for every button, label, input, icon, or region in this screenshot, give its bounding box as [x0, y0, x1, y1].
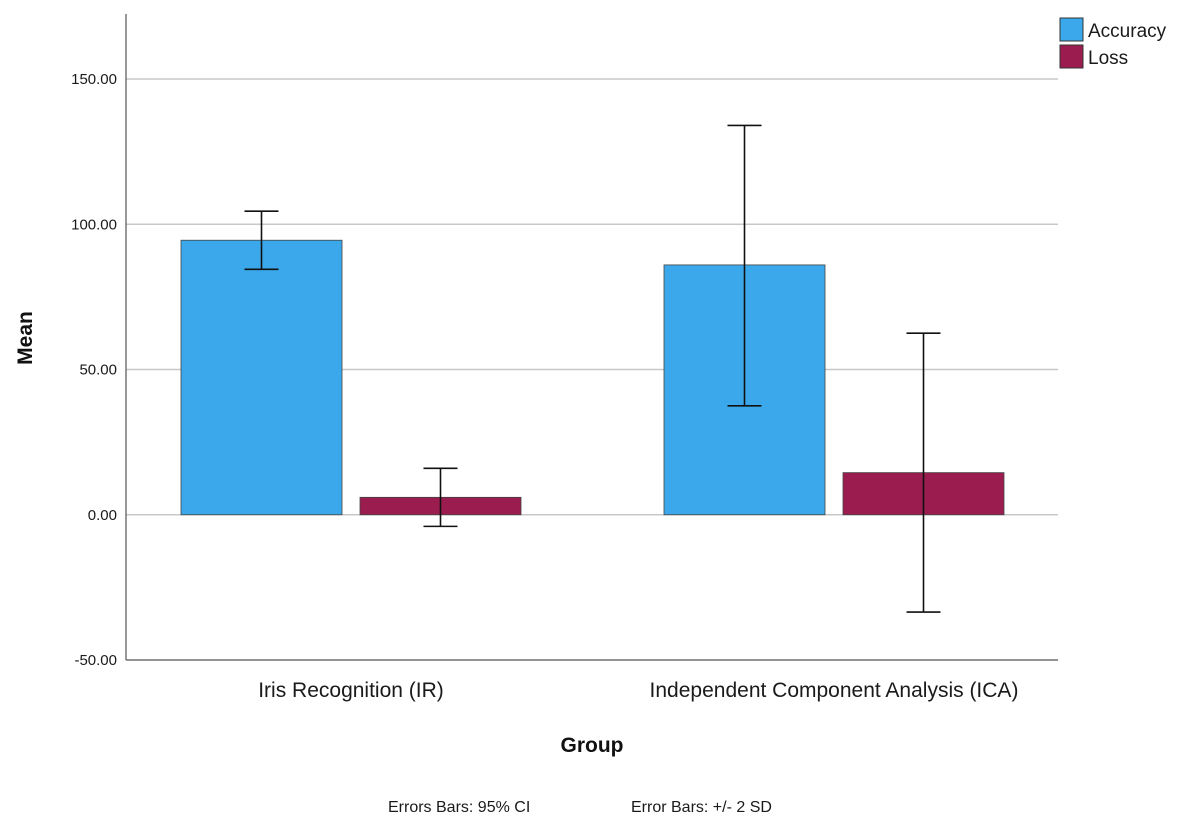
y-tick-label: -50.00 [74, 652, 117, 669]
y-tick-labels: 150.00 100.00 50.00 0.00 -50.00 [71, 71, 117, 669]
x-tick-label: Independent Component Analysis (ICA) [650, 679, 1019, 702]
legend-label-accuracy: Accuracy [1088, 21, 1167, 42]
x-tick-labels: Iris Recognition (IR) Independent Compone… [258, 679, 1018, 702]
y-tick-label: 100.00 [71, 216, 117, 233]
legend-swatch-accuracy [1059, 17, 1084, 42]
y-tick-label: 150.00 [71, 71, 117, 88]
y-tick-label: 0.00 [88, 507, 117, 524]
legend-swatch-loss [1059, 44, 1084, 69]
legend: Accuracy Loss [1059, 17, 1167, 69]
bar-accuracy-0 [180, 239, 343, 516]
x-tick-label: Iris Recognition (IR) [258, 679, 444, 702]
y-axis-title: Mean [14, 311, 37, 365]
footnote-sd: Error Bars: +/- 2 SD [631, 799, 772, 816]
footnote-ci: Errors Bars: 95% CI [388, 799, 530, 816]
x-axis-title: Group [561, 734, 624, 757]
error-bars [244, 124, 941, 613]
legend-label-loss: Loss [1088, 48, 1128, 69]
y-tick-label: 50.00 [79, 362, 117, 379]
bars [180, 239, 1005, 516]
